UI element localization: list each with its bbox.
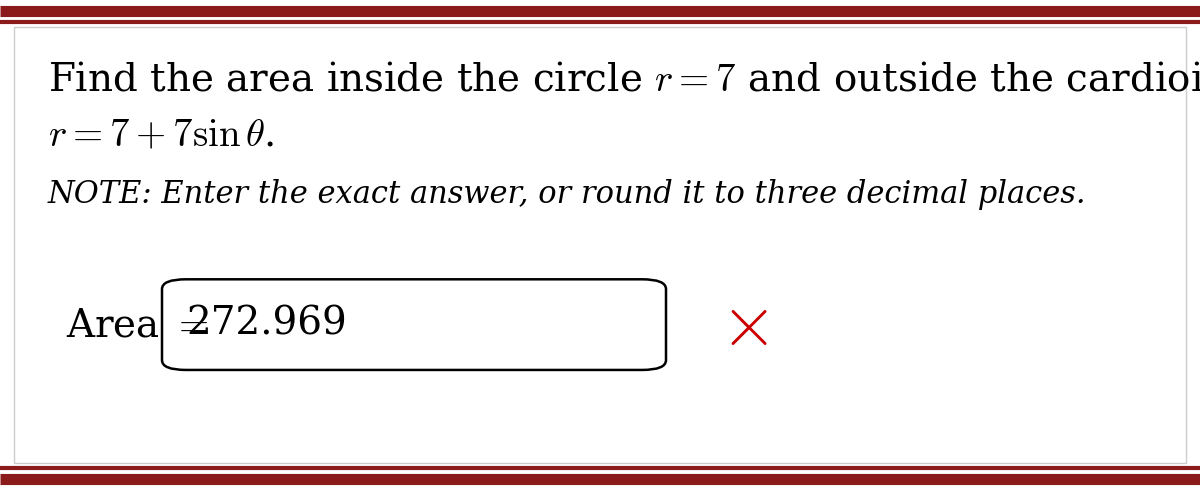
Text: $\mathbf{\times}$: $\mathbf{\times}$ bbox=[720, 289, 768, 360]
Text: Area $=$: Area $=$ bbox=[66, 307, 209, 344]
Text: Find the area inside the circle $r = 7$ and outside the cardioid: Find the area inside the circle $r = 7$ … bbox=[48, 61, 1200, 98]
Text: $r = 7 + 7\sin\theta$.: $r = 7 + 7\sin\theta$. bbox=[48, 118, 275, 155]
Text: 272.969: 272.969 bbox=[186, 306, 347, 343]
Text: NOTE: Enter the exact answer, or round it to three decimal places.: NOTE: Enter the exact answer, or round i… bbox=[48, 179, 1087, 210]
